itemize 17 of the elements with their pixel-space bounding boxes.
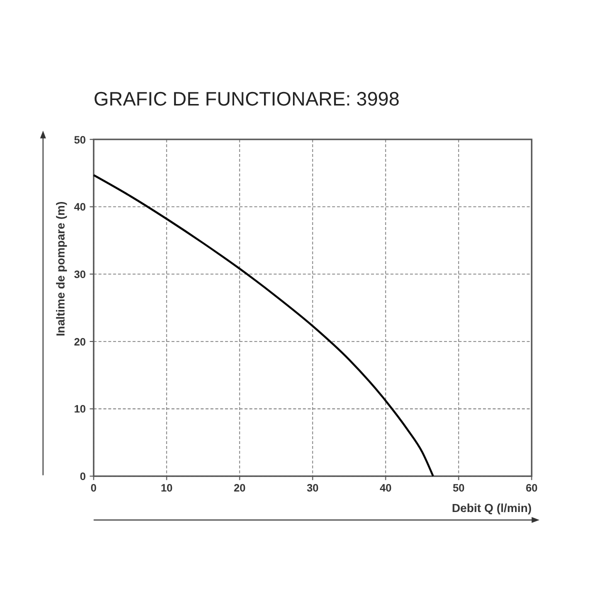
- y-tick-label: 20: [74, 336, 86, 348]
- y-tick-label: 0: [80, 471, 86, 484]
- x-tick-label: 40: [380, 482, 392, 495]
- y-tick-label: 10: [74, 404, 86, 416]
- x-tick-label: 50: [452, 482, 465, 495]
- x-axis-title: Debit Q (l/min): [452, 502, 532, 516]
- x-tick-label: 60: [526, 482, 538, 495]
- x-tick-label: 30: [306, 482, 319, 495]
- y-tick-label: 50: [74, 134, 86, 146]
- y-axis-title: Inaltime de pompare (m): [54, 201, 68, 336]
- y-tick-label: 40: [74, 202, 86, 214]
- y-tick-label: 30: [74, 269, 86, 282]
- x-tick-label: 20: [234, 482, 246, 495]
- x-tick-label: 10: [160, 482, 173, 495]
- chart-title: GRAFIC DE FUNCTIONARE: 3998: [94, 88, 400, 110]
- x-tick-label: 0: [90, 482, 97, 495]
- line-series: [92, 174, 434, 478]
